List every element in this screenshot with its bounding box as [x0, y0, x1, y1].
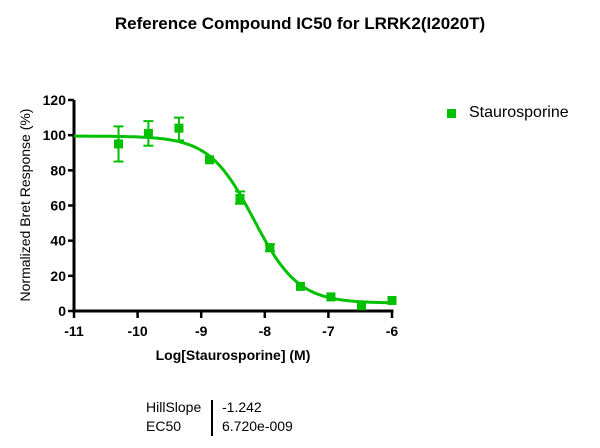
fit-curve-line: [74, 134, 393, 305]
x-tick-label: -8: [259, 323, 272, 339]
data-point-square-marker-icon: [235, 193, 245, 203]
axes: 0 20 40 60 80 100 120 -11 -10 -9 -8 -7 -6: [43, 92, 399, 339]
y-tick-label: 100: [43, 127, 67, 143]
data-point-square-marker-icon: [265, 243, 275, 253]
legend: Staurosporine: [447, 104, 569, 122]
stats-label: EC50: [146, 418, 182, 434]
y-tick-label: 20: [50, 268, 66, 284]
stats-label: HillSlope: [146, 399, 202, 415]
y-tick-label: 0: [58, 303, 66, 319]
y-tick-label: 60: [50, 198, 66, 214]
y-tick-label: 120: [43, 92, 67, 108]
stats-row-hillslope: HillSlope -1.242: [146, 398, 293, 417]
stats-value: -1.242: [222, 399, 262, 415]
stats-value: 6.720e-009: [222, 418, 293, 434]
x-tick-label: -7: [322, 323, 335, 339]
legend-square-marker-icon: [447, 108, 456, 118]
y-tick-label: 80: [50, 162, 66, 178]
data-point-square-marker-icon: [387, 295, 397, 305]
y-tick-label: 40: [50, 233, 66, 249]
fit-curve: [74, 134, 393, 305]
x-axis-label: Log[Staurosporine] (M): [156, 347, 311, 363]
chart-title: Reference Compound IC50 for LRRK2(I2020T…: [114, 14, 486, 33]
x-tick-label: -11: [64, 323, 84, 339]
data-point-square-marker-icon: [143, 128, 153, 138]
x-tick-label: -9: [195, 323, 208, 339]
data-point-square-marker-icon: [356, 301, 366, 311]
legend-label: Staurosporine: [469, 104, 569, 121]
x-tick-label: -6: [386, 323, 399, 339]
data-points: [113, 116, 397, 311]
data-point-square-marker-icon: [204, 155, 214, 165]
data-point-square-marker-icon: [114, 139, 124, 149]
data-point-square-marker-icon: [326, 292, 336, 302]
data-point-square-marker-icon: [295, 281, 305, 291]
x-tick-label: -10: [127, 323, 147, 339]
stats-divider: [211, 400, 213, 436]
y-axis-label: Normalized Bret Response (%): [17, 109, 33, 302]
stats-row-ec50: EC50 6.720e-009: [146, 417, 293, 436]
stats-table: HillSlope -1.242 EC50 6.720e-009: [146, 398, 293, 436]
data-point-square-marker-icon: [174, 123, 184, 133]
